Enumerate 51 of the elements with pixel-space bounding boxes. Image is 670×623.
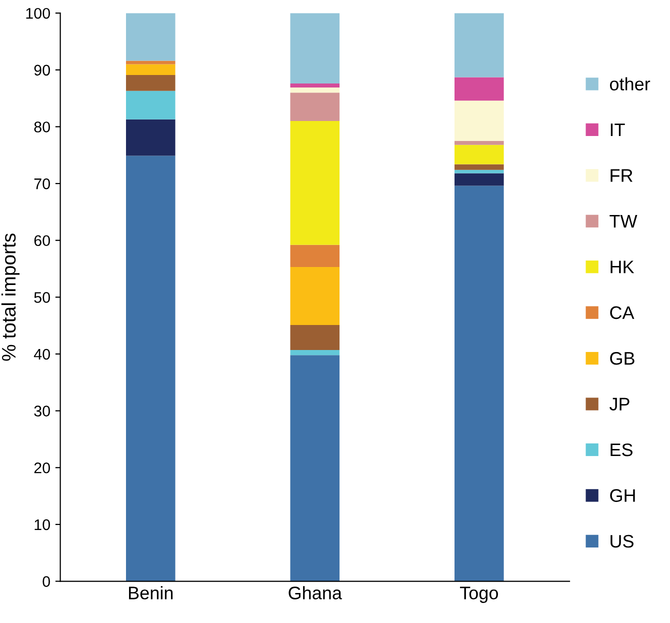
bar <box>454 77 504 101</box>
y-tick-label: 40 <box>34 348 50 360</box>
legend-label: other <box>610 77 650 90</box>
y-tick-label: 10 <box>34 519 50 530</box>
legend-label: CA <box>610 306 634 320</box>
x-tick-label: Benin <box>129 586 173 600</box>
bar <box>290 88 340 93</box>
legend-label: ES <box>610 443 632 456</box>
bar <box>290 325 340 350</box>
bar <box>454 173 504 186</box>
bar <box>454 140 504 145</box>
bar <box>454 13 504 78</box>
legend-label: GB <box>610 352 634 365</box>
bar <box>454 100 504 141</box>
legend-label: JP <box>610 398 630 411</box>
y-tick-label: 50 <box>34 292 50 303</box>
legend-label: FR <box>610 169 632 182</box>
bar <box>290 267 340 326</box>
bar <box>290 121 340 245</box>
y-tick-label: 100 <box>26 8 50 19</box>
bar <box>454 170 504 174</box>
bar <box>290 13 340 84</box>
y-tick-label: 80 <box>34 122 50 132</box>
legend-label: US <box>610 534 634 548</box>
legend-label: GH <box>610 489 635 502</box>
legend-label: IT <box>610 124 625 136</box>
x-tick-label: Ghana <box>288 586 342 600</box>
legend-label: HK <box>610 260 634 274</box>
bar <box>290 244 340 268</box>
y-tick-label: 20 <box>34 462 50 474</box>
bar <box>126 119 176 156</box>
y-tick-label: 30 <box>34 406 50 416</box>
bar <box>126 64 176 76</box>
y-tick-label: 60 <box>34 235 50 246</box>
bar <box>126 13 176 61</box>
y-axis-title: % total imports <box>1 234 20 361</box>
bar <box>454 186 504 582</box>
bar <box>290 355 340 582</box>
bar <box>290 92 340 122</box>
bar <box>290 84 340 88</box>
legend-label: TW <box>610 215 638 228</box>
y-tick-label: 0 <box>42 576 50 587</box>
y-tick-label: 70 <box>34 178 50 190</box>
y-tick-label: 90 <box>34 64 50 76</box>
x-tick-label: Togo <box>460 586 498 603</box>
bar <box>454 144 504 164</box>
bar <box>126 75 176 91</box>
bar <box>126 156 176 582</box>
bar <box>126 90 176 120</box>
bar <box>454 164 504 170</box>
bar <box>290 350 340 356</box>
